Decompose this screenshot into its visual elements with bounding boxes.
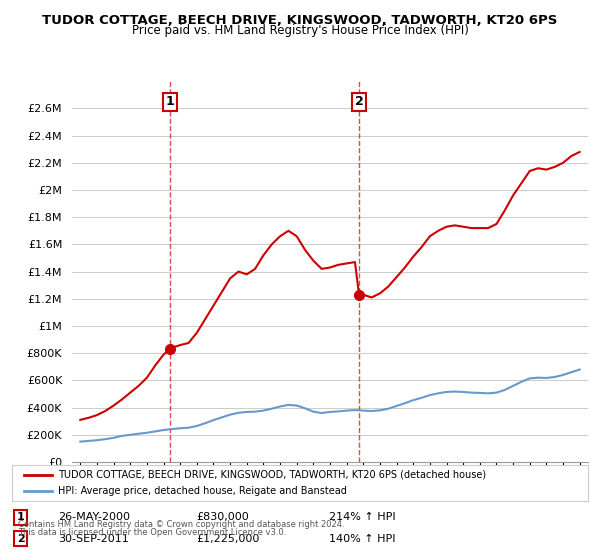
Text: This data is licensed under the Open Government Licence v3.0.: This data is licensed under the Open Gov… [18,528,286,536]
Text: HPI: Average price, detached house, Reigate and Banstead: HPI: Average price, detached house, Reig… [58,486,347,496]
Text: £1,225,000: £1,225,000 [196,534,260,544]
Text: Price paid vs. HM Land Registry's House Price Index (HPI): Price paid vs. HM Land Registry's House … [131,24,469,37]
Text: 2: 2 [355,95,364,108]
Text: TUDOR COTTAGE, BEECH DRIVE, KINGSWOOD, TADWORTH, KT20 6PS (detached house): TUDOR COTTAGE, BEECH DRIVE, KINGSWOOD, T… [58,470,486,480]
Text: TUDOR COTTAGE, BEECH DRIVE, KINGSWOOD, TADWORTH, KT20 6PS: TUDOR COTTAGE, BEECH DRIVE, KINGSWOOD, T… [43,14,557,27]
Text: 1: 1 [17,512,25,522]
Text: 2: 2 [17,534,25,544]
Text: 140% ↑ HPI: 140% ↑ HPI [329,534,395,544]
Text: 30-SEP-2011: 30-SEP-2011 [58,534,129,544]
Text: 1: 1 [166,95,175,108]
Text: 26-MAY-2000: 26-MAY-2000 [58,512,130,522]
Text: £830,000: £830,000 [196,512,249,522]
Text: 214% ↑ HPI: 214% ↑ HPI [329,512,395,522]
Text: Contains HM Land Registry data © Crown copyright and database right 2024.: Contains HM Land Registry data © Crown c… [18,520,344,529]
